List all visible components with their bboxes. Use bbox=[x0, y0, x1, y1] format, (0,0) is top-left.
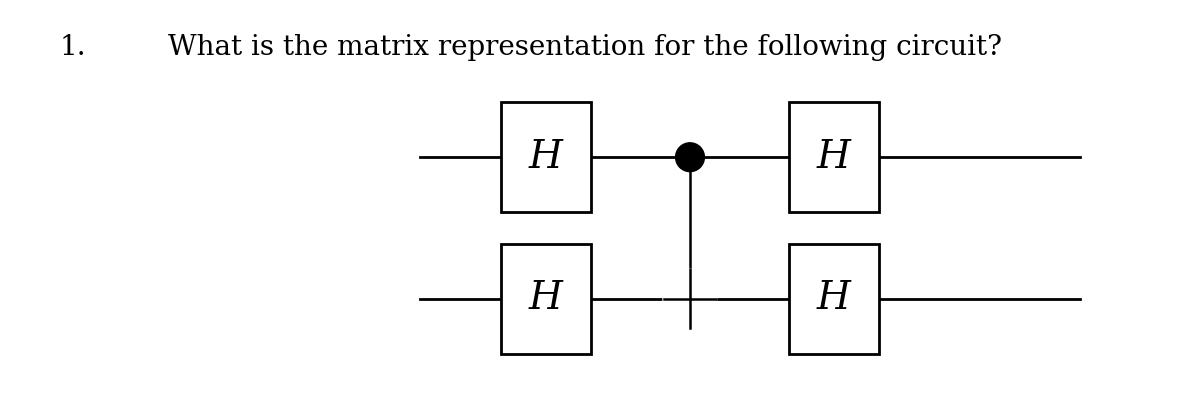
FancyBboxPatch shape bbox=[502, 244, 592, 354]
Text: What is the matrix representation for the following circuit?: What is the matrix representation for th… bbox=[168, 34, 1002, 61]
Ellipse shape bbox=[676, 143, 704, 172]
Text: H: H bbox=[817, 280, 851, 317]
Text: H: H bbox=[817, 139, 851, 176]
FancyBboxPatch shape bbox=[502, 102, 592, 212]
FancyBboxPatch shape bbox=[790, 244, 878, 354]
Text: H: H bbox=[529, 139, 563, 176]
Text: 1.: 1. bbox=[60, 34, 86, 61]
Text: H: H bbox=[529, 280, 563, 317]
FancyBboxPatch shape bbox=[790, 102, 878, 212]
Ellipse shape bbox=[664, 269, 716, 328]
